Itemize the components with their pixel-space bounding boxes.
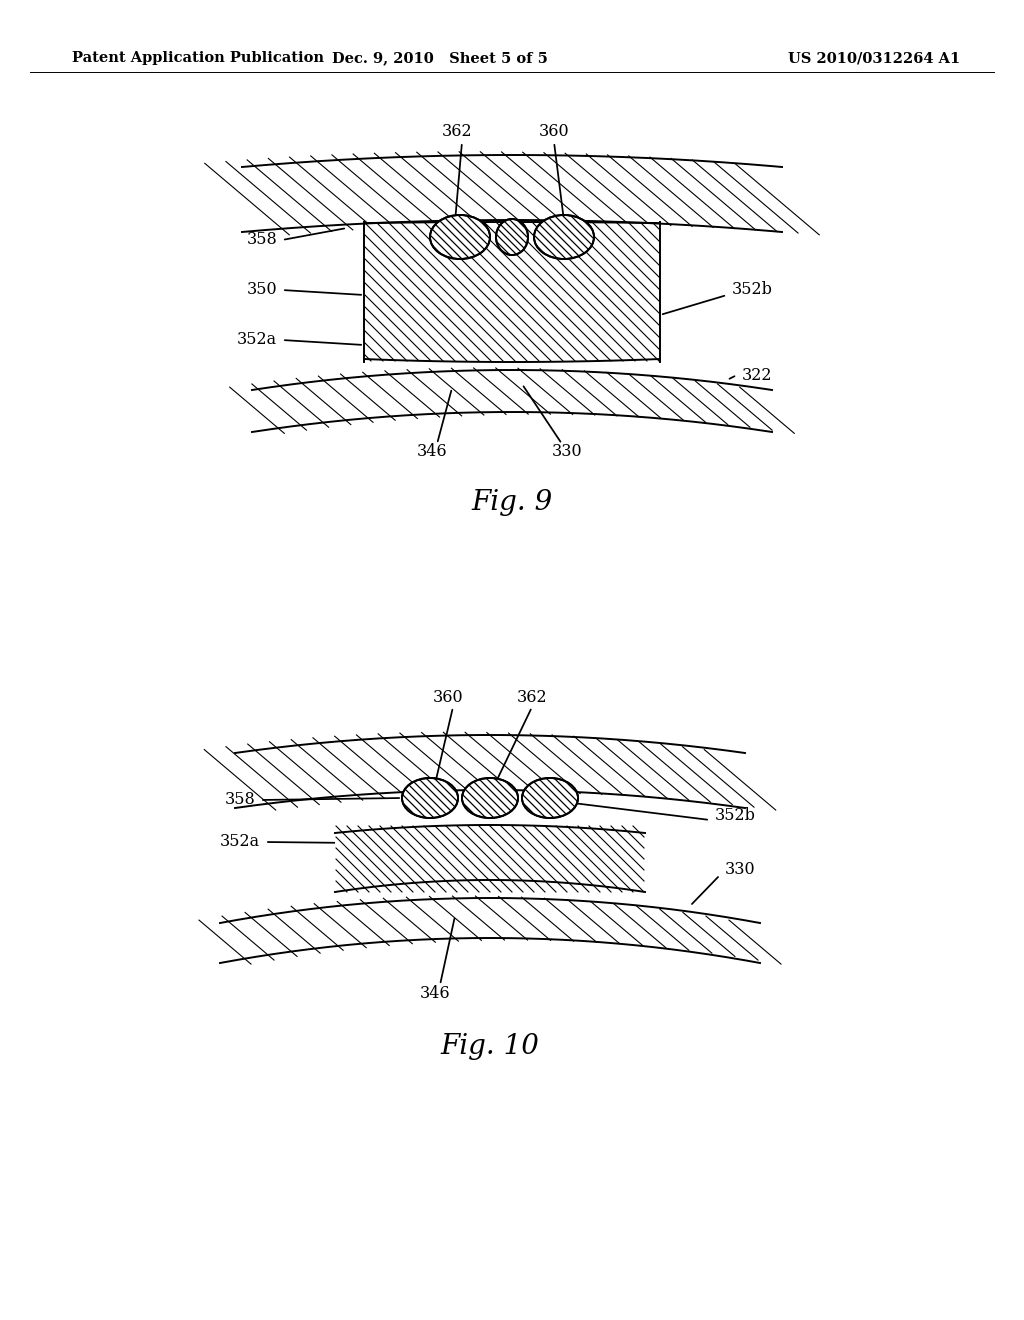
Ellipse shape: [496, 219, 528, 255]
Ellipse shape: [402, 777, 458, 818]
Text: Patent Application Publication: Patent Application Publication: [72, 51, 324, 65]
Text: 362: 362: [441, 124, 472, 140]
Text: 360: 360: [433, 689, 463, 705]
Text: 346: 346: [417, 444, 447, 461]
Text: 352a: 352a: [237, 331, 278, 348]
Text: Fig. 9: Fig. 9: [471, 488, 553, 516]
Ellipse shape: [522, 777, 578, 818]
Text: 352b: 352b: [715, 807, 756, 824]
PathPatch shape: [335, 825, 645, 892]
Text: 350: 350: [247, 281, 278, 298]
Text: 346: 346: [420, 985, 451, 1002]
Text: 330: 330: [725, 862, 756, 879]
Ellipse shape: [430, 215, 490, 259]
Text: 322: 322: [742, 367, 772, 384]
Text: 352b: 352b: [732, 281, 773, 298]
Text: Fig. 10: Fig. 10: [440, 1032, 540, 1060]
Ellipse shape: [462, 777, 518, 818]
FancyBboxPatch shape: [364, 222, 660, 362]
Ellipse shape: [534, 215, 594, 259]
Text: 352a: 352a: [220, 833, 260, 850]
Text: 360: 360: [539, 124, 569, 140]
Text: 358: 358: [246, 231, 278, 248]
Text: 358: 358: [224, 792, 255, 808]
Text: Dec. 9, 2010   Sheet 5 of 5: Dec. 9, 2010 Sheet 5 of 5: [332, 51, 548, 65]
Text: US 2010/0312264 A1: US 2010/0312264 A1: [787, 51, 961, 65]
Text: 362: 362: [517, 689, 547, 705]
Text: 330: 330: [552, 444, 583, 461]
